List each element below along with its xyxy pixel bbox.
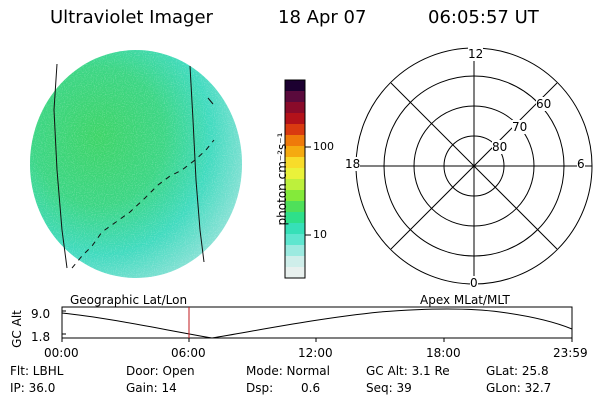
- glon-label: GLon: 32.7: [486, 381, 552, 395]
- timeline-xtick-1200: 12:00: [298, 346, 333, 360]
- colorbar-segment: [285, 146, 305, 158]
- timeline-xtick-2359: 23:59: [553, 346, 588, 360]
- mlt-label-6: 6: [577, 157, 585, 171]
- colorbar-segment: [285, 80, 305, 92]
- colorbar-segment: [285, 212, 305, 224]
- time-label: 06:05:57 UT: [428, 7, 539, 28]
- colorbar-segment: [285, 223, 305, 235]
- timeline-xtick-0000: 00:00: [44, 346, 79, 360]
- dsp-label: Dsp:: [246, 381, 274, 395]
- filter-label: Flt: LBHL: [10, 364, 64, 378]
- colorbar-segment: [285, 168, 305, 180]
- colorbar-tick-10: 10: [313, 228, 327, 241]
- lat-label-60: 60: [536, 97, 552, 111]
- colorbar-segment: [285, 113, 305, 125]
- timeline-right-title: Apex MLat/MLT: [420, 293, 510, 307]
- colorbar-segment: [285, 135, 305, 147]
- instrument-title: Ultraviolet Imager: [50, 7, 213, 28]
- gc-alt-label: GC Alt: 3.1 Re: [366, 364, 450, 378]
- door-label: Door: Open: [126, 364, 195, 378]
- gain-label: Gain: 14: [126, 381, 177, 395]
- timeline-ytick-9: 9.0: [31, 307, 51, 321]
- date-label: 18 Apr 07: [278, 7, 367, 28]
- timeline-ytick-1-8: 1.8: [31, 330, 51, 344]
- colorbar-segment: [285, 267, 305, 279]
- timeline-left-title: Geographic Lat/Lon: [70, 293, 188, 307]
- colorbar-segment: [285, 91, 305, 103]
- colorbar-segment: [285, 245, 305, 257]
- lat-label-70: 70: [512, 120, 528, 134]
- lat-label-80: 80: [492, 140, 508, 154]
- timeline-xtick-1800: 18:00: [426, 346, 461, 360]
- seq-label: Seq: 39: [366, 381, 412, 395]
- colorbar-segment: [285, 179, 305, 191]
- colorbar-segment: [285, 234, 305, 246]
- colorbar-segment: [285, 157, 305, 169]
- mode-label: Mode: Normal: [246, 364, 330, 378]
- glat-label: GLat: 25.8: [486, 364, 549, 378]
- colorbar-segment: [285, 201, 305, 213]
- dsp-value: 0.6: [301, 381, 321, 395]
- mlt-label-12: 12: [468, 47, 484, 61]
- mlt-label-0: 0: [470, 276, 478, 290]
- ip-label: IP: 36.0: [10, 381, 56, 395]
- colorbar-tick-100: 100: [313, 140, 334, 153]
- colorbar-segment: [285, 256, 305, 268]
- mlt-label-18: 18: [345, 157, 361, 171]
- colorbar-segment: [285, 190, 305, 202]
- colorbar-segment: [285, 124, 305, 136]
- timeline-xtick-0600: 06:00: [171, 346, 206, 360]
- colorbar-segment: [285, 102, 305, 114]
